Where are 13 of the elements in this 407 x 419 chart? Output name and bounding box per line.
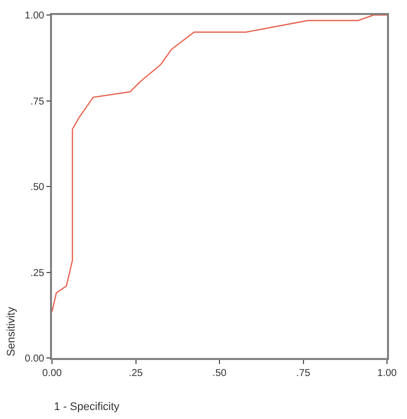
line-series — [52, 15, 387, 312]
y-axis-title: Sensitivity — [5, 306, 18, 356]
y-tick-label: .25 — [30, 268, 45, 279]
x-tick-label: 0.00 — [42, 368, 62, 379]
y-tick-label: .50 — [30, 182, 45, 193]
x-tick-label: .50 — [212, 368, 227, 379]
y-tick-label: 1.00 — [24, 10, 45, 22]
x-tick-label: .25 — [128, 368, 144, 379]
x-axis-title: 1 - Specificity — [54, 401, 120, 413]
x-tick-label: 1.00 — [377, 368, 398, 379]
y-tick-label: .75 — [30, 96, 45, 108]
y-tick-label: 0.00 — [24, 354, 45, 364]
x-tick-label: .75 — [296, 368, 311, 379]
